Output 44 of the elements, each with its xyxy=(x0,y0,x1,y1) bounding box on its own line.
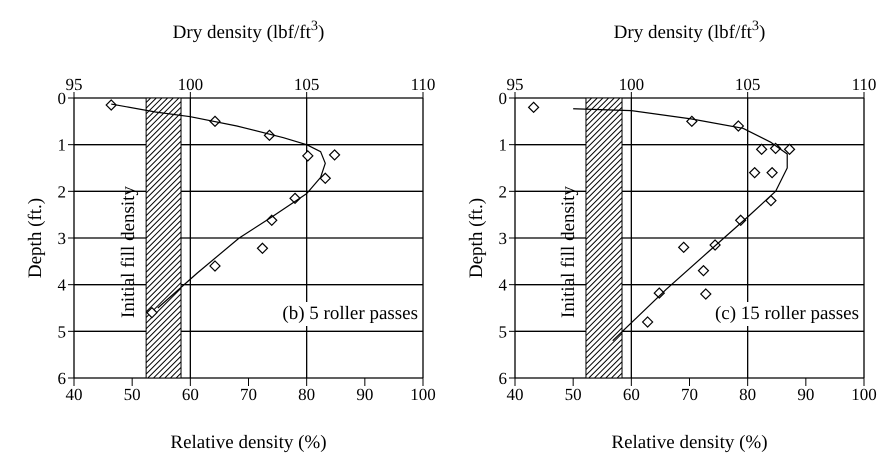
x-tick-label: 100 xyxy=(410,385,436,404)
x-tick-label: 40 xyxy=(66,385,82,404)
annotation: (c) 15 roller passes xyxy=(712,302,861,326)
x2-tick-label: 105 xyxy=(294,75,320,94)
x-tick-label: 40 xyxy=(506,385,524,404)
y-tick-label: 5 xyxy=(498,322,507,342)
x-tick-label: 50 xyxy=(124,385,141,404)
x2-axis-title: Dry density (lbf/ft$^{3}$) xyxy=(172,18,324,43)
x-tick-label: 100 xyxy=(851,385,877,404)
x-tick-label: 80 xyxy=(739,385,756,404)
x2-axis-title: Dry density (lbf/ft$^{3}$) xyxy=(614,18,766,43)
x-tick-label: 70 xyxy=(240,385,257,404)
y-tick-label: 2 xyxy=(58,182,66,202)
y-tick-label: 6 xyxy=(498,369,507,388)
y-tick-label: 5 xyxy=(58,322,66,342)
x2-tick-label: 95 xyxy=(66,75,82,94)
x-tick-label: 60 xyxy=(182,385,199,404)
x2-tick-label: 110 xyxy=(852,75,876,94)
annotation: (b) 5 roller passes xyxy=(280,302,420,326)
x-axis-title: Relative density (%) xyxy=(170,432,327,453)
x2-tick-label: 105 xyxy=(734,75,760,94)
x-tick-label: 50 xyxy=(564,385,582,404)
x-tick-label: 80 xyxy=(298,385,316,404)
x-tick-label: 70 xyxy=(681,385,698,404)
x-tick-label: 60 xyxy=(622,385,640,404)
x-axis-title: Relative density (%) xyxy=(611,432,768,453)
y-axis-title: Depth (ft.) xyxy=(24,198,46,278)
y-tick-label: 3 xyxy=(58,229,66,248)
y-tick-label: 4 xyxy=(498,276,508,295)
x-tick-label: 90 xyxy=(356,385,374,404)
y-tick-label: 0 xyxy=(58,89,66,108)
y-tick-label: 6 xyxy=(58,369,66,388)
y-tick-label: 1 xyxy=(58,136,66,155)
x-tick-label: 90 xyxy=(797,385,814,404)
x2-tick-label: 110 xyxy=(410,75,436,94)
y-tick-label: 0 xyxy=(498,89,507,108)
y-tick-label: 2 xyxy=(498,182,507,202)
x2-tick-label: 100 xyxy=(178,75,204,94)
y-tick-label: 4 xyxy=(58,276,66,295)
x2-tick-label: 100 xyxy=(618,75,644,94)
x2-tick-label: 95 xyxy=(506,75,524,94)
y-tick-label: 1 xyxy=(498,136,507,155)
y-axis-title: Depth (ft.) xyxy=(466,198,487,278)
y-tick-label: 3 xyxy=(498,229,507,248)
